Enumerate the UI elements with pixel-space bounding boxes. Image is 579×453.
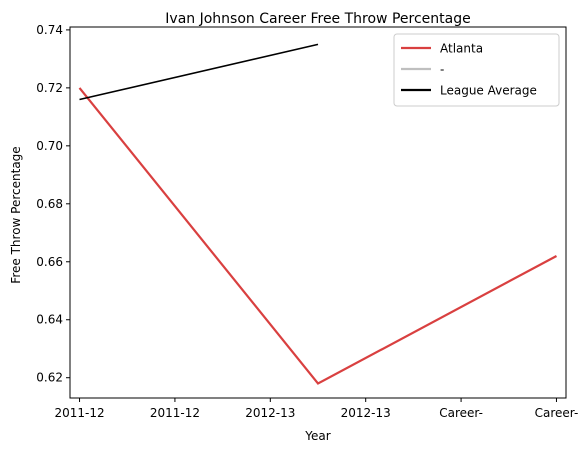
x-axis-label: Year <box>304 429 330 443</box>
y-tick-label: 0.62 <box>36 371 63 385</box>
x-tick-label: Career- <box>439 406 483 420</box>
y-tick-label: 0.72 <box>36 81 63 95</box>
series-line-0 <box>78 87 558 385</box>
y-axis: 0.62 0.64 0.66 0.68 0.70 0.72 0.74 <box>36 23 70 385</box>
legend: Atlanta - League Average <box>393 33 560 107</box>
legend-label-1: - <box>440 63 444 77</box>
y-tick-label: 0.70 <box>36 139 63 153</box>
plot-frame <box>69 26 567 399</box>
x-tick-label: 2011-12 <box>54 406 104 420</box>
y-axis-label: Free Throw Percentage <box>9 146 23 283</box>
y-tick-label: 0.68 <box>36 197 63 211</box>
x-tick-label: 2012-13 <box>245 406 295 420</box>
legend-box <box>393 33 560 107</box>
y-tick-label: 0.66 <box>36 255 63 269</box>
y-tick-label: 0.64 <box>36 313 63 327</box>
y-tick-label: 0.74 <box>36 23 63 37</box>
x-axis: 2011-12 2011-12 2012-13 2012-13 Career- Caree… <box>54 398 578 420</box>
x-tick-label: Career- <box>535 406 579 420</box>
series-line-2 <box>79 43 319 101</box>
chart-title: Ivan Johnson Career Free Throw Percentag… <box>165 11 470 27</box>
legend-label-2: League Average <box>440 84 537 98</box>
legend-label-0: Atlanta <box>440 42 483 56</box>
x-tick-label: 2012-13 <box>341 406 391 420</box>
x-tick-label: 2011-12 <box>150 406 200 420</box>
plot-area <box>78 43 558 385</box>
